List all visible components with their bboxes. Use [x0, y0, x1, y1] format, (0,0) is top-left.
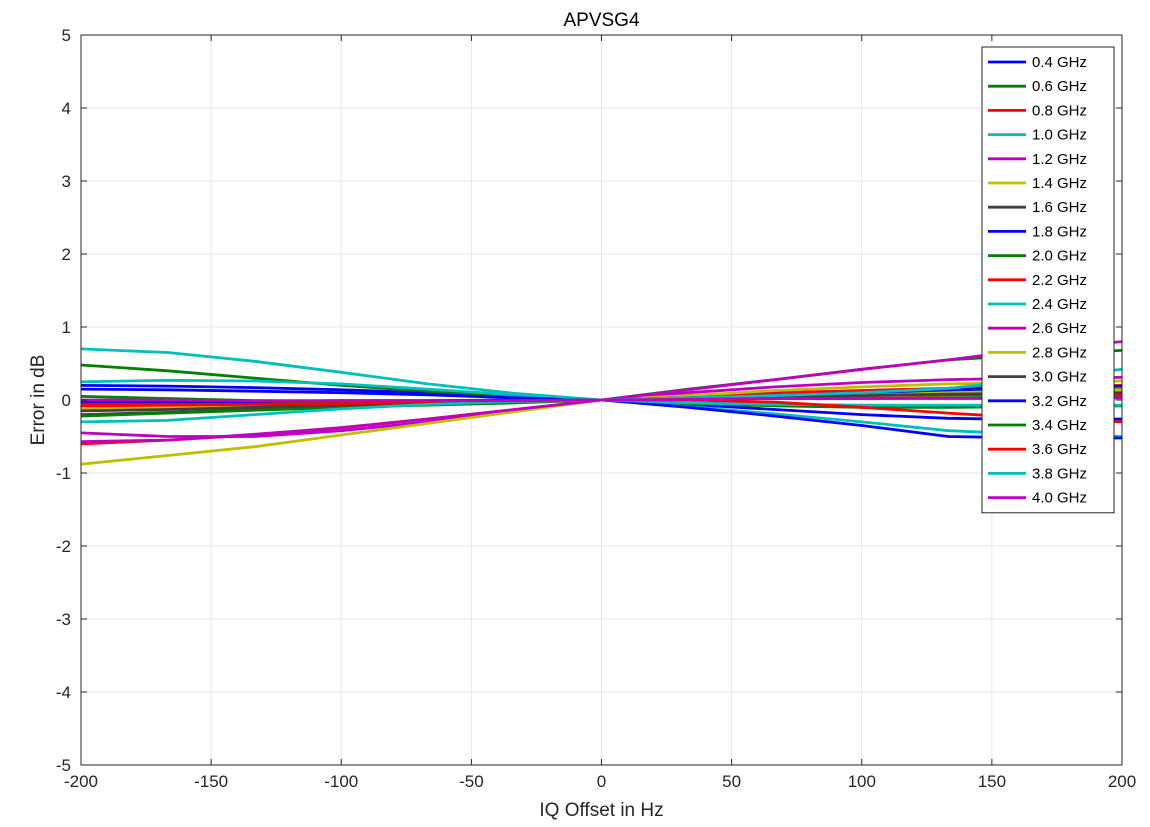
y-tick-label: -5: [56, 756, 71, 775]
y-tick-label: -2: [56, 537, 71, 556]
y-tick-label: -4: [56, 683, 71, 702]
y-tick-label: 1: [62, 318, 71, 337]
x-tick-label: 200: [1108, 772, 1136, 791]
x-axis-label: IQ Offset in Hz: [539, 800, 663, 821]
series-layer: [80, 340, 1123, 466]
y-axis-label: Error in dB: [28, 355, 49, 446]
x-tick-label: 0: [597, 772, 606, 791]
legend-entry-label: 3.6 GHz: [1032, 441, 1087, 458]
x-tick-label: 100: [848, 772, 876, 791]
x-tick-label: -200: [64, 772, 98, 791]
x-axis-ticks: -200 -150 -100 -50 0 50 100 150 200: [64, 35, 1136, 791]
x-tick-label: 50: [722, 772, 741, 791]
x-tick-label: 150: [978, 772, 1006, 791]
y-tick-label: -3: [56, 610, 71, 629]
y-axis-ticks: -5 -4 -3 -2 -1 0 1 2 3 4 5: [56, 26, 1122, 775]
legend-entry-label: 2.2 GHz: [1032, 272, 1087, 289]
legend-entry-label: 1.6 GHz: [1032, 199, 1087, 216]
legend-entry-label: 0.6 GHz: [1032, 78, 1087, 95]
series-line-4-0-ghz: [81, 396, 1123, 403]
legend-entry-label: 2.8 GHz: [1032, 344, 1087, 361]
chart-title: APVSG4: [563, 10, 639, 31]
legend-entry-label: 1.0 GHz: [1032, 127, 1087, 144]
legend-entry-label: 1.4 GHz: [1032, 175, 1087, 192]
y-tick-label: -1: [56, 464, 71, 483]
legend: 0.4 GHz 0.6 GHz 0.8 GHz 1.0 GHz 1.2 GHz 1.4 G…: [981, 46, 1115, 514]
y-tick-label: 5: [62, 26, 71, 45]
legend-entry-label: 2.0 GHz: [1032, 248, 1087, 265]
legend-entry-label: 2.4 GHz: [1032, 296, 1087, 313]
y-tick-label: 0: [62, 391, 71, 410]
x-tick-label: -150: [194, 772, 228, 791]
y-tick-label: 3: [62, 172, 71, 191]
legend-entry-label: 4.0 GHz: [1032, 490, 1087, 507]
legend-entry-label: 3.4 GHz: [1032, 417, 1087, 434]
legend-entry-label: 3.0 GHz: [1032, 369, 1087, 386]
x-tick-label: -50: [459, 772, 484, 791]
legend-entry-label: 3.8 GHz: [1032, 465, 1087, 482]
y-tick-label: 2: [62, 245, 71, 264]
legend-entry-label: 0.4 GHz: [1032, 54, 1087, 71]
legend-entry-label: 2.6 GHz: [1032, 320, 1087, 337]
x-tick-label: -100: [324, 772, 358, 791]
legend-entry-label: 1.8 GHz: [1032, 223, 1087, 240]
legend-entry-label: 1.2 GHz: [1032, 151, 1087, 168]
legend-entry-label: 3.2 GHz: [1032, 393, 1087, 410]
y-tick-label: 4: [62, 99, 71, 118]
legend-entry-label: 0.8 GHz: [1032, 102, 1087, 119]
